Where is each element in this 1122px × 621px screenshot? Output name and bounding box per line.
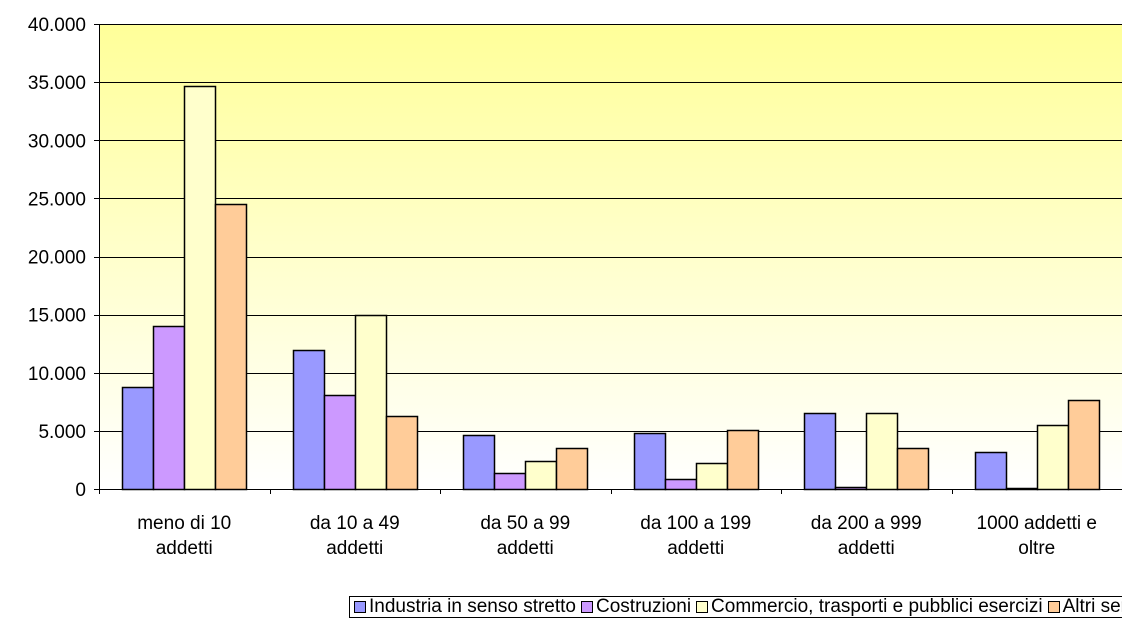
bar (865, 412, 899, 491)
legend-swatch (696, 601, 709, 613)
y-tick-label: 5.000 (38, 422, 86, 443)
bar (462, 434, 496, 491)
legend-item: Altri servizi (1047, 596, 1122, 617)
legend-label: Industria in senso stretto (369, 596, 576, 617)
bar (633, 432, 667, 491)
bar (292, 349, 326, 491)
gridlines (99, 24, 1122, 432)
bar (1067, 399, 1101, 491)
bar (183, 85, 217, 491)
bar (385, 415, 419, 491)
y-tick-label: 35.000 (28, 73, 86, 94)
x-tick-label: da 50 a 99 addetti (480, 513, 570, 559)
bar (323, 394, 357, 491)
bars (121, 85, 1101, 491)
bar (695, 462, 729, 491)
bar (555, 447, 589, 491)
bar (121, 386, 155, 491)
bar (664, 478, 698, 491)
y-tick-label: 30.000 (28, 131, 86, 152)
bar (524, 460, 558, 491)
legend-item: Industria in senso stretto (354, 597, 576, 617)
axes (94, 24, 1122, 494)
bar (803, 412, 837, 491)
y-tick-label: 20.000 (28, 248, 86, 269)
bar (493, 472, 527, 491)
y-tick-label: 10.000 (28, 364, 86, 385)
legend-label: Altri servizi (1062, 596, 1122, 617)
bar (214, 203, 248, 491)
legend-item: Commercio, trasporti e pubblici esercizi (696, 597, 1043, 617)
legend-label: Costruzioni (596, 596, 692, 617)
x-tick-label: da 100 a 199 addetti (640, 513, 751, 559)
bar (726, 429, 760, 491)
plot-area (99, 24, 1122, 489)
y-tick-label: 25.000 (28, 189, 86, 210)
legend-swatch (1047, 601, 1060, 613)
legend-label: Commercio, trasporti e pubblici esercizi (711, 596, 1043, 617)
legend-swatch (581, 601, 593, 613)
x-tick-label: meno di 10 addetti (137, 513, 231, 559)
bar (152, 325, 186, 491)
chart-legend: Industria in senso stretto Costruzioni Com… (349, 596, 1122, 618)
y-tick-label: 15.000 (28, 306, 86, 327)
y-tick-label: 40.000 (28, 15, 86, 36)
y-tick-label: 0 (75, 480, 86, 501)
legend-item: Costruzioni (581, 597, 691, 617)
x-axis-tick-labels: meno di 10 addetti da 10 a 49 addetti da 50 … (137, 513, 1097, 559)
x-tick-label: da 200 a 999 addetti (811, 513, 922, 559)
bar (1036, 424, 1070, 491)
bar (354, 314, 388, 491)
legend-swatch (354, 601, 366, 613)
y-axis-tick-labels: 0 5.000 10.000 15.000 20.000 25.000 30.000 35.0… (28, 15, 86, 501)
x-tick-label: 1000 addetti e oltre (977, 513, 1097, 559)
bar (896, 447, 930, 491)
bar (974, 451, 1008, 491)
x-tick-label: da 10 a 49 addetti (310, 513, 400, 559)
